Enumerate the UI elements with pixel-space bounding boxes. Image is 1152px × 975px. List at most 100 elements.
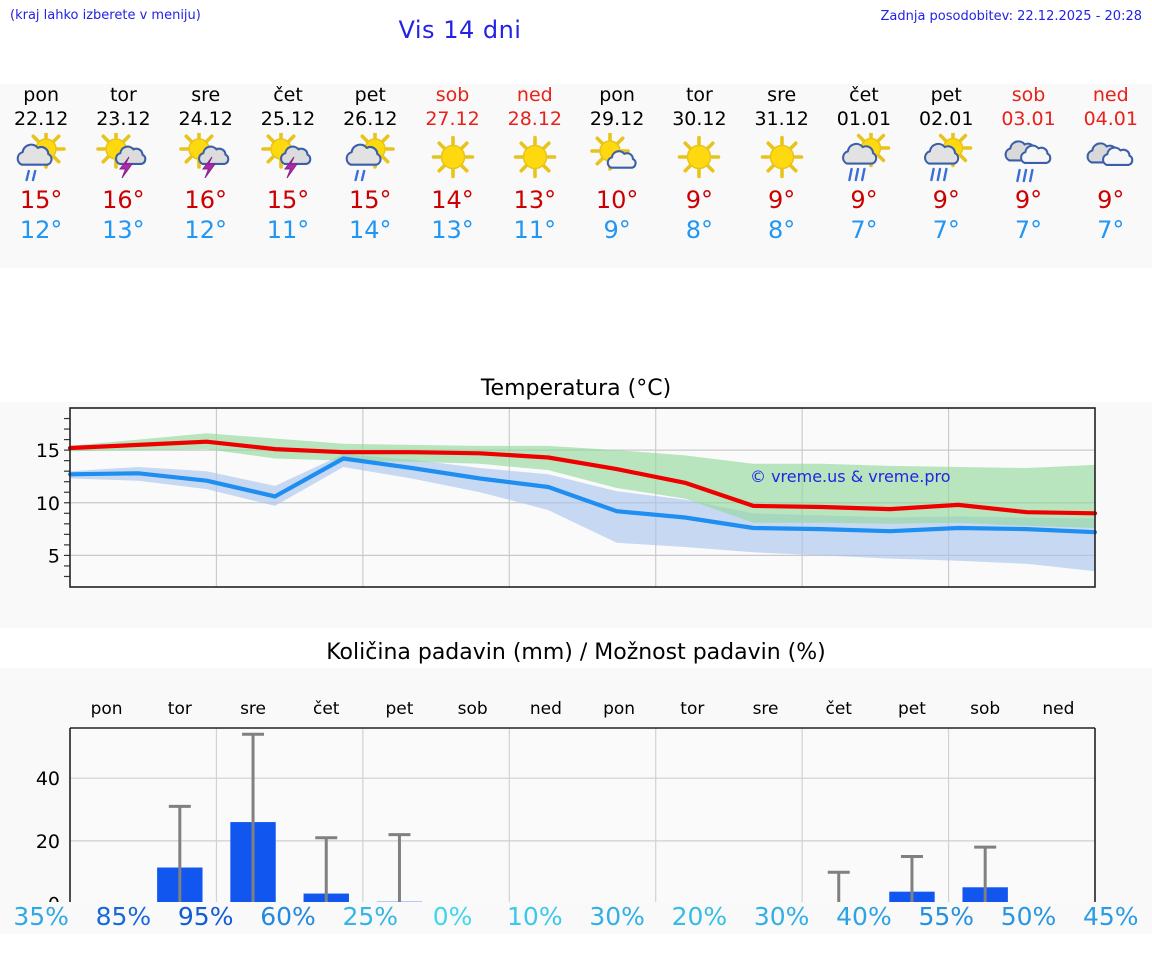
day-name: tor — [109, 84, 137, 106]
precipitation-probability: 35% — [13, 902, 69, 931]
day-low-temp: 7° — [932, 216, 960, 244]
forecast-day-14: ned 04.01 9° 7° — [1070, 84, 1152, 268]
day-high-temp: 14° — [431, 186, 474, 214]
day-high-temp: 16° — [102, 186, 145, 214]
precipitation-probability-row: 35% 85% 95% 60% 25% 0% 10% 30% 20% 30% 40% 55% 50% 45… — [0, 902, 1152, 934]
forecast-day-1: pon 22.12 15° 12° — [0, 84, 82, 268]
cloud-icon — [1074, 133, 1148, 185]
day-low-temp: 13° — [102, 216, 145, 244]
day-high-temp: 9° — [768, 186, 796, 214]
precipitation-chart-title: Količina padavin (mm) / Možnost padavin … — [0, 640, 1152, 668]
day-name: sob — [1011, 84, 1046, 106]
forecast-day-13: sob 03.01 9° 7° — [987, 84, 1069, 268]
precipitation-probability: 55% — [918, 902, 975, 931]
precipitation-probability: 95% — [177, 902, 234, 931]
forecast-day-10: sre 31.12 9° 8° — [741, 84, 823, 268]
svg-text:tor: tor — [680, 699, 704, 719]
svg-text:ned: ned — [530, 699, 562, 719]
day-low-temp: 7° — [1014, 216, 1043, 244]
copyright-label: © vreme.us & vreme.pro — [750, 467, 951, 486]
forecast-day-12: pet 02.01 9° 7° — [905, 84, 987, 268]
svg-text:čet: čet — [313, 699, 340, 719]
forecast-day-2: tor 23.12 16° 13° — [82, 84, 164, 268]
day-high-temp: 9° — [1097, 186, 1125, 214]
day-high-temp: 16° — [184, 186, 227, 214]
day-low-temp: 13° — [431, 216, 474, 244]
day-name: pon — [599, 84, 635, 106]
day-date: 30.12 — [672, 108, 727, 130]
precipitation-probability: 10% — [507, 902, 563, 931]
temperature-chart-panel: Temperatura (°C) 5 10 15 © vreme.us & vrem… — [0, 376, 1152, 628]
day-date: 25.12 — [260, 108, 316, 130]
day-low-temp: 8° — [685, 216, 714, 244]
svg-text:ned: ned — [1042, 699, 1074, 719]
svg-text:0: 0 — [48, 894, 60, 902]
day-high-temp: 9° — [932, 186, 960, 214]
svg-text:sre: sre — [753, 699, 779, 719]
day-date: 04.01 — [1083, 108, 1138, 130]
day-low-temp: 12° — [184, 216, 227, 244]
sun-cloud-drizzle-icon — [333, 133, 407, 185]
day-name: pon — [23, 84, 59, 106]
svg-text:čet: čet — [826, 699, 853, 719]
day-high-temp: 9° — [1014, 186, 1043, 214]
svg-text:pet: pet — [386, 699, 414, 719]
day-name: sre — [191, 84, 221, 106]
forecast-day-6: sob 27.12 14° 13° — [411, 84, 493, 268]
day-high-temp: 15° — [266, 186, 310, 214]
day-date: 03.01 — [1001, 108, 1056, 130]
day-name: sre — [767, 84, 797, 106]
sun-cloud-drizzle-icon — [4, 133, 78, 185]
svg-text:40: 40 — [36, 768, 60, 790]
day-high-temp: 9° — [685, 186, 714, 214]
day-name: tor — [685, 84, 713, 106]
sun-cloud-thunder-icon — [251, 133, 325, 185]
forecast-day-9: tor 30.12 9° 8° — [658, 84, 740, 268]
precipitation-probability: 60% — [260, 902, 316, 931]
forecast-day-4: čet 25.12 15° 11° — [247, 84, 329, 268]
day-high-temp: 15° — [348, 186, 392, 214]
sun-icon — [662, 133, 736, 185]
day-date: 24.12 — [178, 108, 233, 130]
precipitation-chart-panel: Količina padavin (mm) / Možnost padavin … — [0, 640, 1152, 934]
forecast-day-7: ned 28.12 13° 11° — [494, 84, 576, 268]
temperature-plot: 5 10 15 — [0, 402, 1152, 628]
sun-cloud-rain-icon — [827, 133, 901, 185]
sun-cloud-icon — [580, 133, 654, 185]
day-date: 27.12 — [425, 108, 480, 130]
sun-cloud-rain-icon — [909, 133, 983, 185]
day-low-temp: 9° — [603, 216, 631, 244]
forecast-day-8: pon 29.12 10° 9° — [576, 84, 658, 268]
day-date: 28.12 — [507, 108, 563, 130]
page-header: (kraj lahko izberete v meniju) Vis 14 dn… — [0, 0, 1152, 48]
forecast-day-strip: pon 22.12 15° 12° tor 23.12 16° 13° sre 24.12 16° 1… — [0, 84, 1152, 268]
forecast-day-5: pet 26.12 15° 14° — [329, 84, 411, 268]
precipitation-probability: 20% — [671, 902, 728, 931]
svg-text:10: 10 — [36, 493, 60, 515]
day-name: ned — [1092, 84, 1129, 106]
day-date: 29.12 — [589, 108, 645, 130]
day-date: 22.12 — [13, 108, 69, 130]
precipitation-probability: 50% — [1000, 902, 1057, 931]
svg-text:tor: tor — [168, 699, 192, 719]
sun-cloud-thunder-icon — [169, 133, 243, 185]
sun-icon — [745, 133, 819, 185]
day-high-temp: 10° — [595, 186, 639, 214]
day-low-temp: 7° — [850, 216, 878, 244]
last-updated-label: Zadnja posodobitev: 22.12.2025 - 20:28 — [880, 9, 1142, 24]
day-high-temp: 9° — [850, 186, 878, 214]
svg-text:pon: pon — [91, 699, 123, 719]
day-high-temp: 13° — [513, 186, 557, 214]
svg-text:15: 15 — [36, 440, 60, 462]
day-low-temp: 11° — [513, 216, 557, 244]
page-title: Vis 14 dni — [398, 16, 522, 44]
precipitation-probability: 85% — [95, 902, 152, 931]
menu-hint: (kraj lahko izberete v meniju) — [10, 8, 201, 23]
svg-text:sre: sre — [240, 699, 266, 719]
precipitation-plot: pon tor sre čet pet sob ned pon tor sre čet pet sob n… — [0, 668, 1152, 902]
day-low-temp: 7° — [1097, 216, 1125, 244]
day-name: čet — [273, 84, 303, 106]
day-name: čet — [849, 84, 879, 106]
svg-text:20: 20 — [36, 831, 60, 853]
precipitation-probability: 45% — [1083, 902, 1139, 931]
